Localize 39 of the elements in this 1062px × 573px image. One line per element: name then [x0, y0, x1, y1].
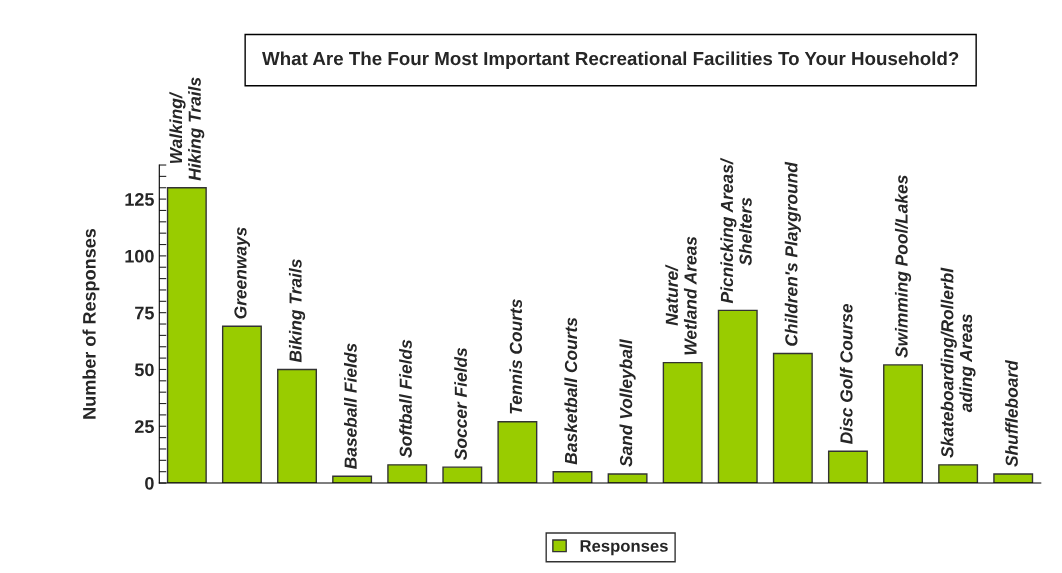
x-tick-label: Sand Volleyball — [619, 339, 636, 467]
bar — [717, 309, 758, 484]
x-tick-label: Skateboarding/Rollerbl ading Areas — [940, 267, 976, 458]
x-tick-label: Swimming Pool/Lakes — [894, 175, 912, 358]
bar — [277, 368, 318, 484]
y-tick-label: 100 — [125, 249, 154, 263]
bar — [607, 473, 648, 484]
bar — [221, 325, 262, 484]
chart-title: What Are The Four Most Important Recreational Facilities To Your Household? — [262, 51, 959, 69]
legend-label: Responses — [580, 540, 668, 556]
bar — [938, 464, 979, 484]
bar — [993, 473, 1034, 484]
y-tick-label: 125 — [125, 193, 154, 206]
bar — [827, 450, 868, 484]
x-tick-label: Greenways — [234, 227, 251, 319]
x-tick-label: Children's Playground — [784, 161, 801, 346]
y-tick-label: 75 — [135, 306, 154, 320]
bar — [166, 187, 207, 484]
x-tick-label: Nature/ Wetland Areas — [665, 236, 697, 355]
y-tick-label: 25 — [134, 420, 154, 433]
y-tick-label: 50 — [134, 363, 154, 377]
y-tick-label: 0 — [145, 476, 154, 490]
x-tick-label: Softball Fields — [399, 339, 412, 458]
y-axis-title: Number of Responses — [82, 228, 100, 419]
bar — [497, 421, 538, 484]
x-tick-label: Soccer Fields — [454, 347, 467, 460]
bar — [883, 364, 924, 484]
x-tick-label: Shuffleboard — [1005, 359, 1018, 467]
bar — [772, 352, 813, 484]
x-tick-label: Disc Golf Course — [839, 303, 853, 444]
x-tick-label: Tennis Courts — [509, 299, 523, 414]
x-tick-label: Picnicking Areas/ Shelters — [720, 157, 752, 304]
bar — [662, 361, 703, 484]
x-tick-label: Biking Trails — [288, 259, 306, 363]
bar — [387, 464, 428, 484]
x-tick-label: Walking/ Hiking Trails — [169, 77, 205, 181]
x-tick-label: Basketball Courts — [564, 317, 578, 465]
bar — [442, 466, 483, 484]
x-tick-label: Baseball Fields — [344, 343, 357, 469]
